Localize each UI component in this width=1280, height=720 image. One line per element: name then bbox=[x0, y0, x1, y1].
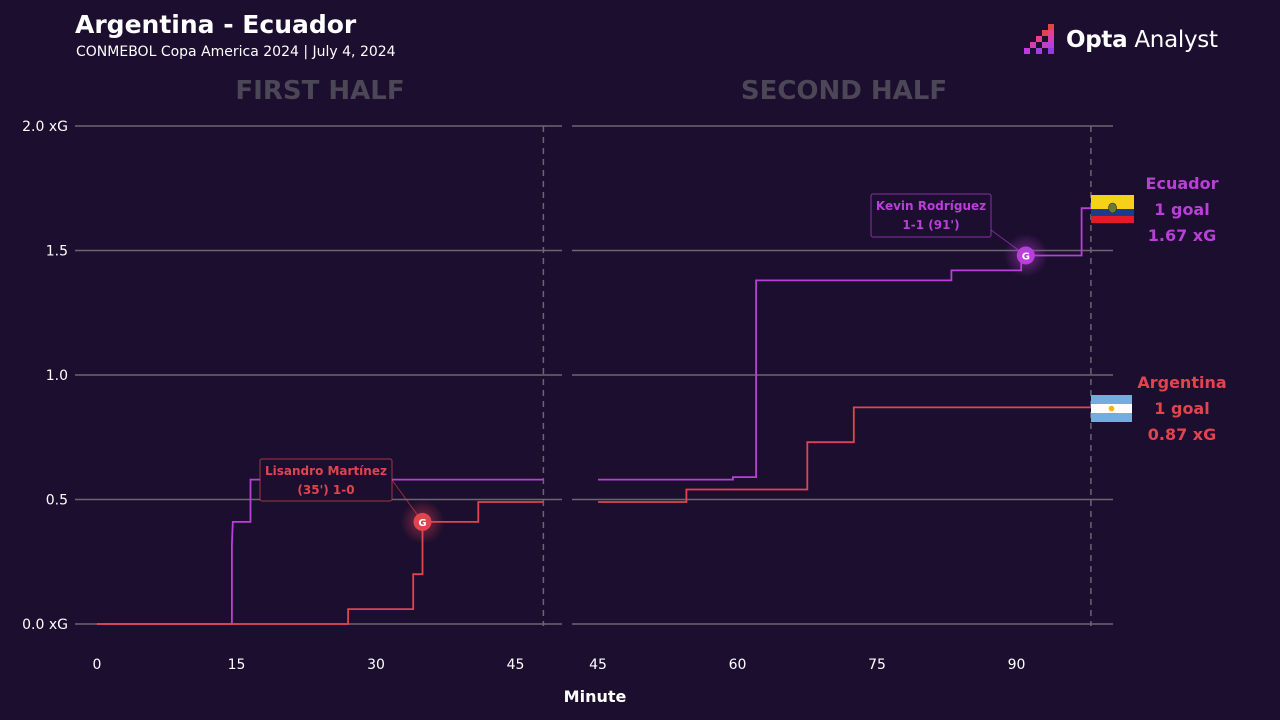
annotation-box bbox=[870, 193, 992, 238]
flag-sun bbox=[1108, 405, 1115, 412]
flag-stripe bbox=[1091, 195, 1134, 209]
annotation-box bbox=[259, 458, 393, 502]
annotation-text: Lisandro Martínez bbox=[265, 464, 387, 478]
y-tick-label: 0.0 xG bbox=[22, 617, 68, 633]
x-tick-label: 30 bbox=[367, 657, 385, 673]
goal-marker-label: G bbox=[418, 518, 426, 529]
flag-stripe bbox=[1091, 395, 1132, 404]
chart-subtitle: CONMEBOL Copa America 2024 | July 4, 202… bbox=[76, 44, 396, 60]
opta-logo-icon bbox=[1024, 24, 1054, 54]
y-tick-label: 0.5 bbox=[46, 493, 68, 509]
goal-marker bbox=[1016, 246, 1035, 265]
team-name: Ecuador bbox=[1146, 174, 1219, 193]
ecuador-xg-line-second-half bbox=[598, 207, 1091, 481]
argentina-xg-line-second-half bbox=[598, 406, 1091, 503]
x-tick-label: 75 bbox=[868, 657, 886, 673]
x-tick-label: 45 bbox=[589, 657, 607, 673]
x-tick-label: 60 bbox=[729, 657, 747, 673]
annotation-text: 1-1 (91') bbox=[902, 218, 959, 232]
flag-emblem bbox=[1108, 202, 1117, 214]
goal-marker-label: G bbox=[1022, 251, 1030, 262]
x-tick-label: 15 bbox=[228, 657, 246, 673]
flag-stripe bbox=[1091, 413, 1132, 422]
annotation-text: (35') 1-0 bbox=[297, 483, 354, 497]
argentina-flag bbox=[1091, 395, 1132, 422]
y-tick-label: 1.5 bbox=[46, 244, 68, 260]
x-tick-label: 45 bbox=[507, 657, 525, 673]
first-half-title: FIRST HALF bbox=[235, 76, 404, 106]
chart-title: Argentina - Ecuador bbox=[75, 10, 357, 39]
second-half-title: SECOND HALF bbox=[741, 76, 947, 106]
team-goals: 1 goal bbox=[1154, 200, 1209, 219]
team-xg-total: 1.67 xG bbox=[1148, 226, 1217, 245]
flag-stripe bbox=[1091, 216, 1134, 223]
x-tick-label: 90 bbox=[1008, 657, 1026, 673]
goal-marker bbox=[413, 512, 432, 531]
annotation-text: Kevin Rodríguez bbox=[876, 199, 986, 213]
brand-logo: Opta Analyst bbox=[1024, 22, 1218, 58]
team-goals: 1 goal bbox=[1154, 399, 1209, 418]
y-tick-label: 1.0 bbox=[46, 368, 68, 384]
team-xg-total: 0.87 xG bbox=[1148, 425, 1217, 444]
y-tick-label: 2.0 xG bbox=[22, 119, 68, 135]
brand-name: Opta Analyst bbox=[1066, 27, 1218, 53]
x-tick-label: 0 bbox=[93, 657, 102, 673]
ecuador-flag bbox=[1091, 195, 1134, 223]
argentina-xg-line-first-half bbox=[97, 501, 544, 625]
x-axis-label: Minute bbox=[564, 687, 627, 706]
team-name: Argentina bbox=[1137, 373, 1226, 392]
